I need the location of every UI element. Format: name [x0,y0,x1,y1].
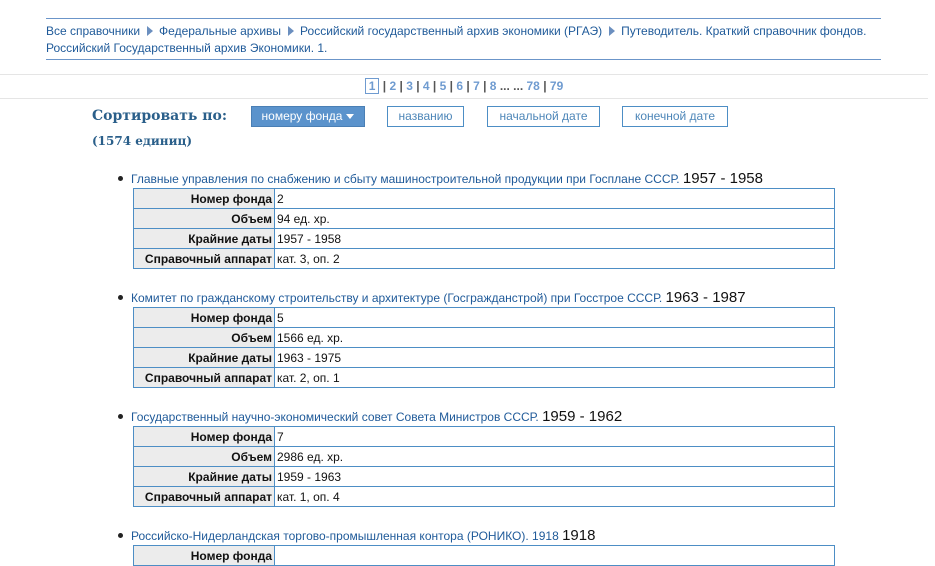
entry-title-row: Российско-Нидерландская торгово-промышле… [118,527,838,545]
entry-title-row: Государственный научно-экономический сов… [118,408,838,426]
fund-details-table: Номер фонда 5 Объем 1566 ед. хр. Крайние дат… [133,307,835,388]
fund-details-table: Номер фонда 2 Объем 94 ед. хр. Крайние даты 1… [133,188,835,269]
sort-option-label: номеру фонда [261,109,343,123]
field-value: 1963 - 1975 [274,347,835,368]
entry-title-link[interactable]: Главные управления по снабжению и сбыту … [131,172,680,186]
entry-years: 1959 - 1962 [542,408,623,425]
field-label: Объем [133,208,275,229]
fund-entry: Главные управления по снабжению и сбыту … [118,170,838,269]
field-value: 94 ед. хр. [274,208,835,229]
field-value: 5 [274,307,835,328]
result-count: (1574 единиц) [92,134,193,148]
table-row: Крайние даты 1957 - 1958 [133,228,835,249]
entry-years: 1957 - 1958 [682,170,763,187]
sort-by-number-button[interactable]: номеру фонда [251,106,365,127]
page-link[interactable]: 5 [439,79,447,93]
sort-by-end-date-button[interactable]: конечной дате [622,106,728,127]
fund-entry: Комитет по гражданскому строительству и … [118,289,838,388]
entry-title-row: Главные управления по снабжению и сбыту … [118,170,838,188]
page-link[interactable]: 7 [473,79,480,93]
bullet-icon [118,176,123,181]
field-label: Справочный аппарат [133,367,275,388]
sort-by-name-button[interactable]: названию [387,106,464,127]
entry-title-link[interactable]: Комитет по гражданскому строительству и … [131,291,663,305]
field-value [274,545,835,566]
field-value: 2986 ед. хр. [274,446,835,467]
table-row: Номер фонда 2 [133,188,835,209]
field-label: Объем [133,446,275,467]
field-label: Справочный аппарат [133,248,275,269]
page-link[interactable]: 4 [422,79,430,93]
field-label: Крайние даты [133,347,275,368]
field-value: 1959 - 1963 [274,466,835,487]
entry-years: 1963 - 1987 [665,289,746,306]
arrow-right-icon [288,26,295,36]
table-row: Крайние даты 1963 - 1975 [133,347,835,368]
field-label: Объем [133,327,275,348]
sort-label: Сортировать по: [92,108,228,124]
table-row: Справочный аппарат кат. 1, оп. 4 [133,486,835,507]
field-value: кат. 1, оп. 4 [274,486,835,507]
breadcrumb-link[interactable]: Российский государственный архив экономи… [300,24,603,38]
table-row: Номер фонда 5 [133,307,835,328]
bullet-icon [118,533,123,538]
page-link[interactable]: 3 [406,79,413,93]
bullet-icon [118,414,123,419]
field-label: Номер фонда [133,426,275,447]
breadcrumb-link[interactable]: Все справочники [46,24,141,38]
table-row: Объем 2986 ед. хр. [133,446,835,467]
table-row: Крайние даты 1959 - 1963 [133,466,835,487]
entry-years: 1918 [562,527,596,544]
breadcrumb-current[interactable]: Путеводитель. Краткий справочник фондов.… [46,24,867,55]
entry-title-link[interactable]: Государственный научно-экономический сов… [131,410,539,424]
page-ellipsis: ... ... [499,79,524,93]
page-link[interactable]: 78 [526,79,540,93]
caret-down-icon [346,114,355,119]
entry-title-row: Комитет по гражданскому строительству и … [118,289,838,307]
field-label: Номер фонда [133,188,275,209]
sort-by-start-date-button[interactable]: начальной дате [487,106,600,127]
field-value: 1566 ед. хр. [274,327,835,348]
table-row: Номер фонда 7 [133,426,835,447]
field-value: кат. 2, оп. 1 [274,367,835,388]
field-label: Номер фонда [133,307,275,328]
table-row: Справочный аппарат кат. 3, оп. 2 [133,248,835,269]
field-value: 7 [274,426,835,447]
field-label: Крайние даты [133,466,275,487]
table-row: Объем 94 ед. хр. [133,208,835,229]
breadcrumb-link[interactable]: Федеральные архивы [159,24,282,38]
field-value: 2 [274,188,835,209]
field-label: Номер фонда [133,545,275,566]
table-row: Объем 1566 ед. хр. [133,327,835,348]
bullet-icon [118,295,123,300]
field-value: 1957 - 1958 [274,228,835,249]
table-row: Номер фонда [133,545,835,566]
entry-title-link[interactable]: Российско-Нидерландская торгово-промышле… [131,529,559,543]
arrow-right-icon [609,26,616,36]
page-link[interactable]: 6 [456,79,464,93]
page-current: 1 [364,78,380,94]
page-link[interactable]: 8 [489,79,497,93]
page-link[interactable]: 2 [389,79,397,93]
field-label: Справочный аппарат [133,486,275,507]
breadcrumb: Все справочники Федеральные архивы Российс… [46,18,881,60]
table-row: Справочный аппарат кат. 2, оп. 1 [133,367,835,388]
fund-details-table: Номер фонда [133,545,835,566]
field-value: кат. 3, оп. 2 [274,248,835,269]
field-label: Крайние даты [133,228,275,249]
fund-entry: Российско-Нидерландская торгово-промышле… [118,527,838,566]
fund-entry: Государственный научно-экономический сов… [118,408,838,507]
arrow-right-icon [147,26,154,36]
page-link[interactable]: 79 [549,79,564,93]
fund-details-table: Номер фонда 7 Объем 2986 ед. хр. Крайние дат… [133,426,835,507]
pagination: 1 | 2 | 3 | 4 | 5 | 6 | 7 | 8 ... ... 78… [0,74,928,99]
